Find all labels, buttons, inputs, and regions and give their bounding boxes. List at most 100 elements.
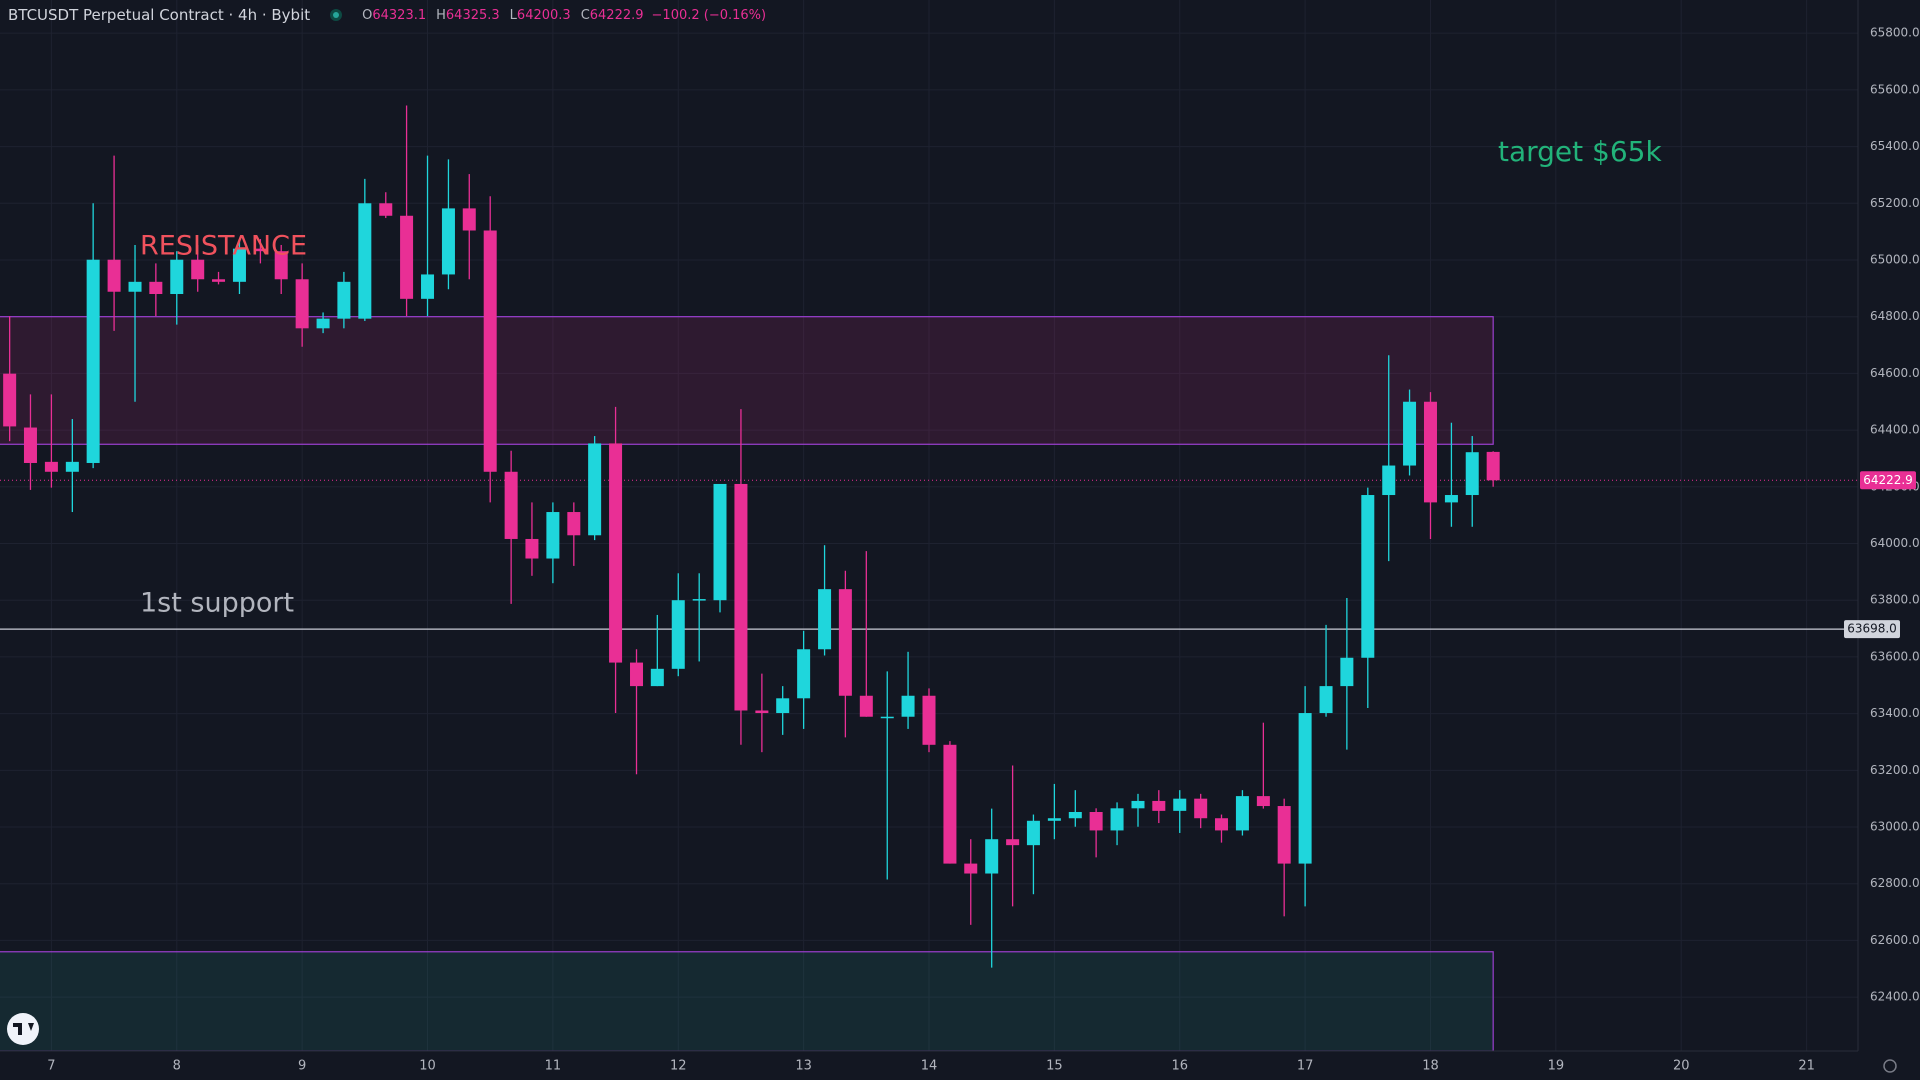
legend-header: BTCUSDT Perpetual Contract · 4h · Bybit … xyxy=(8,6,766,24)
change-label: −100.2 (−0.16%) xyxy=(651,7,767,23)
candle-body xyxy=(1465,452,1479,496)
candle-body xyxy=(776,698,790,714)
candle-body xyxy=(797,649,811,699)
time-axis-bg xyxy=(0,1051,1920,1080)
candle-body xyxy=(3,373,17,427)
x-tick-label: 21 xyxy=(1798,1059,1815,1074)
candle-body xyxy=(880,716,894,719)
logo-mark xyxy=(13,1023,34,1035)
candle-body xyxy=(212,279,226,282)
candle-body xyxy=(1047,818,1061,821)
candle-body xyxy=(1319,686,1333,714)
candle-body xyxy=(859,695,873,717)
y-tick-label: 62400.0 xyxy=(1870,990,1920,1004)
candle-body xyxy=(1089,811,1103,831)
candle-body xyxy=(525,538,539,559)
y-tick-label: 65000.0 xyxy=(1870,252,1920,266)
candle-body xyxy=(483,230,497,472)
candle-body xyxy=(588,443,602,536)
candle-body xyxy=(1444,495,1458,503)
candle-body xyxy=(1382,465,1396,496)
candle-body xyxy=(128,281,142,292)
ohlc-label: L xyxy=(509,7,517,23)
y-tick-label: 63400.0 xyxy=(1870,706,1920,720)
settings-icon[interactable] xyxy=(1883,1059,1897,1073)
candle-body xyxy=(650,668,664,687)
candle-body xyxy=(462,208,476,231)
candle-body xyxy=(1152,800,1166,811)
annotation: target $65k xyxy=(1498,135,1662,168)
candle-body xyxy=(379,203,393,216)
x-tick-label: 16 xyxy=(1171,1059,1188,1074)
candle-body xyxy=(1173,798,1187,811)
candle-body xyxy=(609,443,623,663)
last-price-box xyxy=(1860,471,1916,490)
candle-body xyxy=(191,259,205,280)
candle-body xyxy=(713,483,727,601)
y-tick-label: 63600.0 xyxy=(1870,649,1920,663)
candle-body xyxy=(400,215,414,299)
x-tick-label: 8 xyxy=(173,1059,181,1074)
candle-body xyxy=(1340,657,1354,687)
candle-body xyxy=(44,461,58,472)
candle-body xyxy=(504,471,518,539)
y-tick-label: 63800.0 xyxy=(1870,593,1920,607)
y-tick-label: 65800.0 xyxy=(1870,26,1920,40)
y-tick-label: 62600.0 xyxy=(1870,933,1920,947)
y-tick-label: 64400.0 xyxy=(1870,423,1920,437)
candle-body xyxy=(1277,806,1291,864)
candle-body xyxy=(149,281,163,295)
candle-body xyxy=(1256,796,1270,807)
ohlc-label: O xyxy=(362,7,373,23)
annotation: 1st support xyxy=(140,588,294,619)
candle-body xyxy=(253,248,267,252)
x-tick-label: 11 xyxy=(545,1059,562,1074)
candle-body xyxy=(107,259,121,292)
candle-body xyxy=(441,208,455,275)
candle-body xyxy=(65,461,79,472)
x-tick-label: 20 xyxy=(1673,1059,1690,1074)
candle-body xyxy=(1026,820,1040,846)
candle-body xyxy=(630,662,644,687)
support-price-box xyxy=(1844,620,1900,639)
candle-body xyxy=(1194,798,1208,819)
y-tick-label: 63000.0 xyxy=(1870,820,1920,834)
last-price-label: 64222.9 xyxy=(1863,473,1913,487)
candle-body xyxy=(964,863,978,874)
candle-body xyxy=(86,259,100,463)
candle-body xyxy=(232,248,246,282)
y-tick-label: 64800.0 xyxy=(1870,309,1920,323)
y-tick-label: 63200.0 xyxy=(1870,763,1920,777)
x-tick-label: 18 xyxy=(1422,1059,1439,1074)
candle-body xyxy=(1486,451,1500,481)
x-tick-label: 14 xyxy=(921,1059,938,1074)
candle-body xyxy=(316,318,330,329)
candle-body xyxy=(1131,800,1145,809)
candle-body xyxy=(692,599,706,601)
candle-body xyxy=(1298,713,1312,864)
status-dot xyxy=(330,9,343,21)
candle-body xyxy=(901,695,915,717)
x-tick-label: 15 xyxy=(1046,1059,1063,1074)
annotation: RESISTANCE xyxy=(140,231,307,262)
price-axis-bg xyxy=(1858,0,1920,1080)
candle-body xyxy=(1006,839,1020,846)
ohlc-value: 64222.9 xyxy=(589,7,644,23)
candle-body xyxy=(922,695,936,745)
ohlc-value: 64325.3 xyxy=(445,7,500,23)
candle-body xyxy=(1110,808,1124,831)
logo xyxy=(7,1013,39,1045)
zone xyxy=(0,316,1494,445)
ohlc-label: C xyxy=(580,7,590,23)
candle-body xyxy=(755,710,769,714)
candle-body xyxy=(358,203,372,319)
ohlc-label: H xyxy=(436,7,446,23)
candle-body xyxy=(838,589,852,696)
y-tick-label: 64000.0 xyxy=(1870,536,1920,550)
candle-body xyxy=(943,744,957,864)
candle-body xyxy=(1361,495,1375,658)
candle-body xyxy=(337,281,351,319)
support-price-label: 63698.0 xyxy=(1847,622,1897,636)
